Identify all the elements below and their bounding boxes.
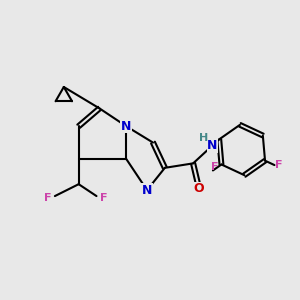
Text: F: F — [211, 163, 218, 172]
Text: F: F — [44, 193, 51, 202]
Text: N: N — [121, 120, 131, 133]
Text: H: H — [200, 133, 209, 143]
Text: F: F — [100, 193, 108, 202]
Text: N: N — [207, 139, 218, 152]
Text: F: F — [275, 160, 283, 170]
Text: O: O — [194, 182, 204, 195]
Text: N: N — [142, 184, 152, 196]
